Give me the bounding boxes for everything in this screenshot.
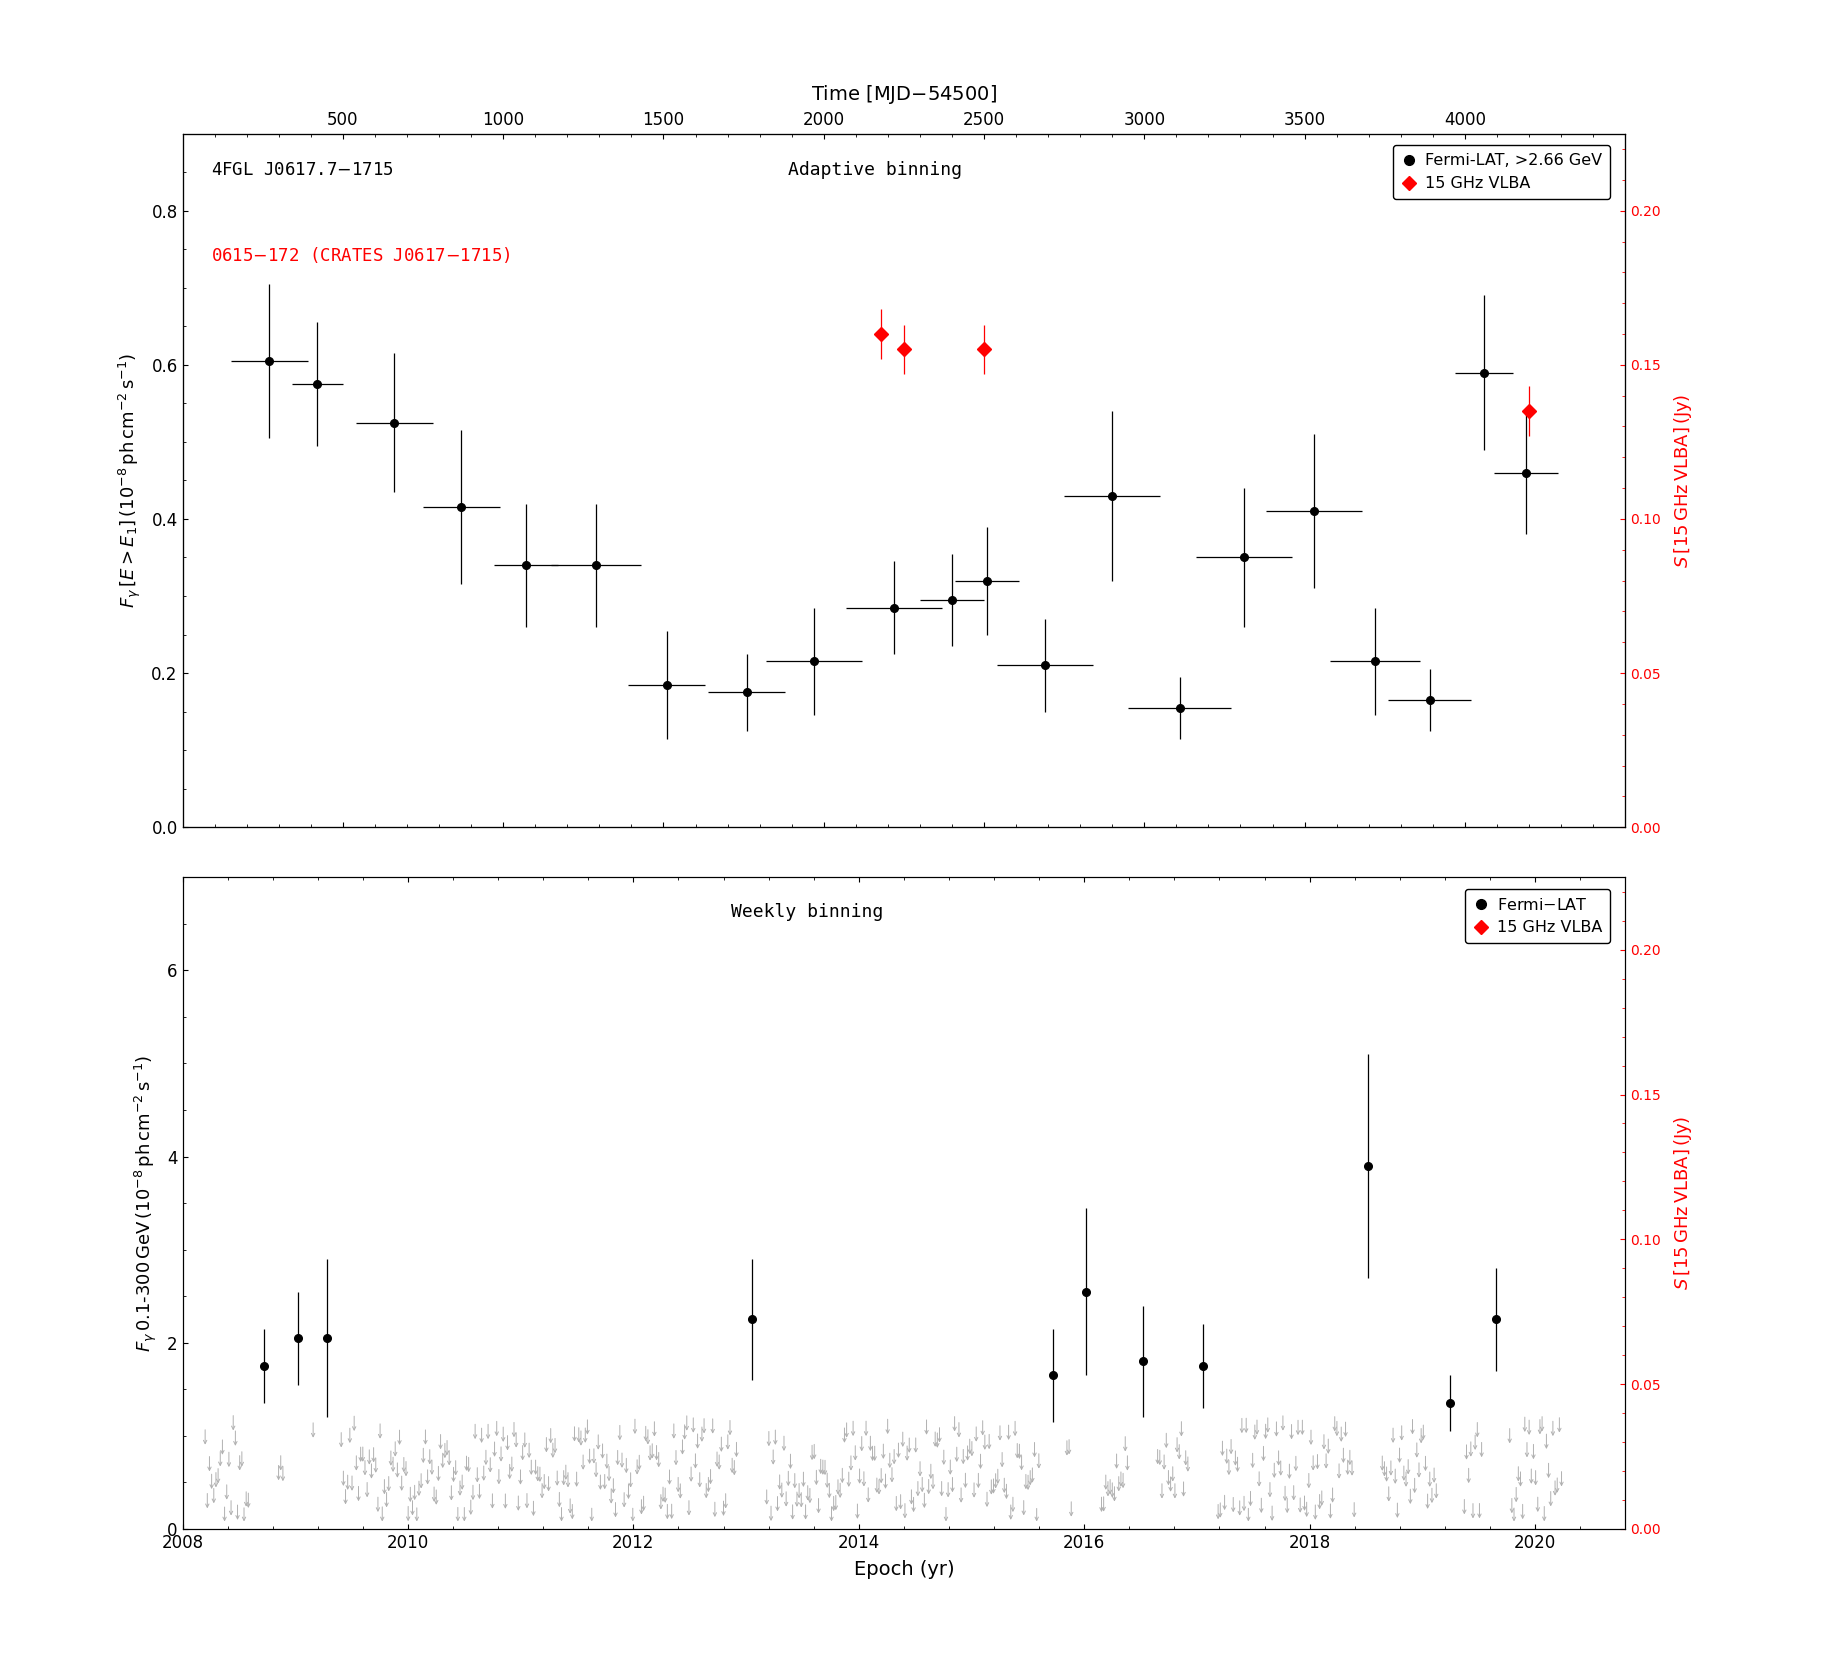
Y-axis label: $F_\gamma\,[E{>}E_1]\,(10^{-8}\,\mathrm{ph\,cm^{-2}\,s^{-1}})$: $F_\gamma\,[E{>}E_1]\,(10^{-8}\,\mathrm{… (117, 353, 142, 608)
Text: Weekly binning: Weekly binning (730, 904, 884, 921)
Y-axis label: $F_\gamma\,0.1\text{-}300\,\mathrm{GeV}\,(10^{-8}\,\mathrm{ph\,cm^{-2}\,s^{-1}}): $F_\gamma\,0.1\text{-}300\,\mathrm{GeV}\… (133, 1054, 159, 1352)
Text: Adaptive binning: Adaptive binning (789, 162, 962, 179)
X-axis label: Time [MJD$-$54500]: Time [MJD$-$54500] (811, 82, 997, 105)
X-axis label: Epoch (yr): Epoch (yr) (853, 1561, 955, 1579)
Text: 0615$-$172 (CRATES J0617$-$1715): 0615$-$172 (CRATES J0617$-$1715) (212, 244, 511, 264)
Legend: Fermi-LAT, >2.66 GeV, 15 GHz VLBA: Fermi-LAT, >2.66 GeV, 15 GHz VLBA (1393, 145, 1611, 199)
Y-axis label: $S\,[15\,\mathrm{GHz\,VLBA}]\,(\mathrm{Jy})$: $S\,[15\,\mathrm{GHz\,VLBA}]\,(\mathrm{J… (1673, 1116, 1695, 1290)
Legend: Fermi$-$LAT, 15 GHz VLBA: Fermi$-$LAT, 15 GHz VLBA (1464, 889, 1611, 944)
Y-axis label: $S\,[15\,\mathrm{GHz\,VLBA}]\,(\mathrm{Jy})$: $S\,[15\,\mathrm{GHz\,VLBA}]\,(\mathrm{J… (1673, 393, 1695, 568)
Text: 4FGL J0617.7$-$1715: 4FGL J0617.7$-$1715 (212, 162, 394, 179)
